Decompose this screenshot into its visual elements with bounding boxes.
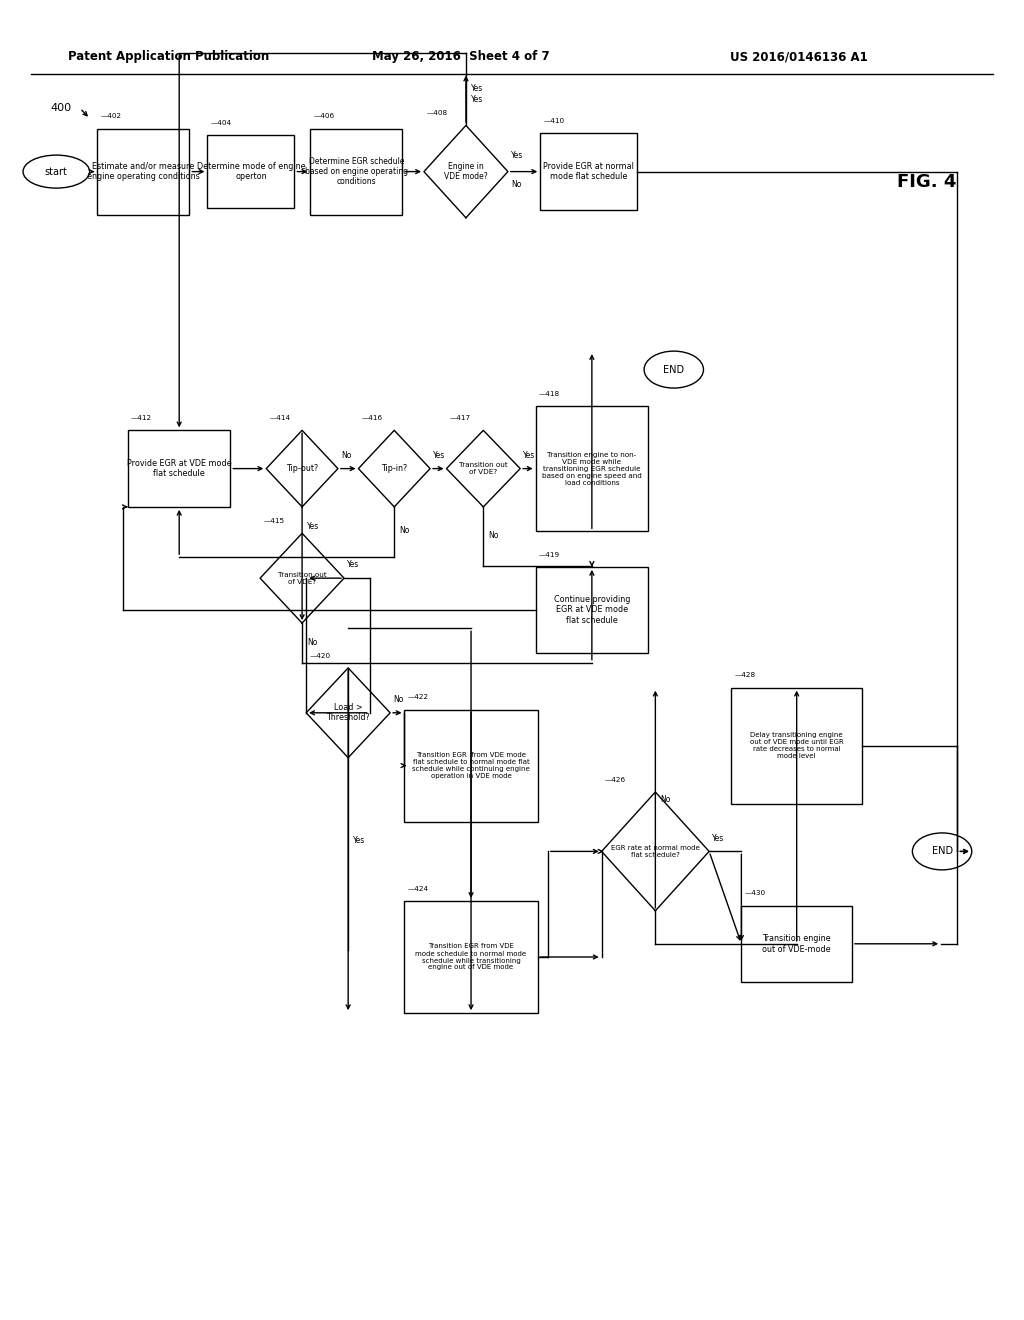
Text: Provide EGR at normal
mode flat schedule: Provide EGR at normal mode flat schedule — [544, 162, 634, 181]
Text: Tip-in?: Tip-in? — [381, 465, 408, 473]
FancyBboxPatch shape — [741, 906, 852, 982]
Text: Yes: Yes — [353, 836, 366, 845]
Text: —428: —428 — [734, 672, 756, 678]
Text: —422: —422 — [408, 694, 429, 700]
Text: END: END — [932, 846, 952, 857]
Text: start: start — [45, 166, 68, 177]
Text: Yes: Yes — [713, 834, 724, 842]
FancyBboxPatch shape — [404, 710, 538, 821]
FancyBboxPatch shape — [310, 128, 402, 214]
Text: —414: —414 — [269, 414, 291, 421]
Text: —408: —408 — [427, 110, 449, 116]
Text: Engine in
VDE mode?: Engine in VDE mode? — [444, 162, 487, 181]
Text: No: No — [660, 795, 671, 804]
Text: US 2016/0146136 A1: US 2016/0146136 A1 — [730, 50, 867, 63]
Text: Yes: Yes — [471, 95, 483, 103]
Text: No: No — [393, 696, 403, 704]
Text: —406: —406 — [313, 114, 335, 120]
Text: END: END — [664, 364, 684, 375]
Ellipse shape — [644, 351, 703, 388]
Text: Estimate and/or measure
engine operating conditions: Estimate and/or measure engine operating… — [87, 162, 200, 181]
Text: —426: —426 — [604, 776, 626, 783]
Text: —410: —410 — [543, 117, 564, 124]
Text: No: No — [307, 639, 317, 647]
Text: —430: —430 — [744, 890, 766, 896]
Text: Provide EGR at VDE mode
flat schedule: Provide EGR at VDE mode flat schedule — [127, 459, 231, 478]
FancyBboxPatch shape — [128, 430, 230, 507]
Text: Load >
Threshold?: Load > Threshold? — [327, 704, 370, 722]
Text: 400: 400 — [51, 103, 72, 114]
Text: —419: —419 — [539, 552, 560, 557]
Text: Transition EGR  from VDE mode
flat schedule to normal mode flat
schedule while c: Transition EGR from VDE mode flat schedu… — [413, 752, 529, 779]
Text: —418: —418 — [539, 391, 560, 396]
Text: —404: —404 — [211, 120, 231, 125]
Text: Transition out
of VDE?: Transition out of VDE? — [278, 572, 327, 585]
Text: EGR rate at normal mode
flat schedule?: EGR rate at normal mode flat schedule? — [611, 845, 699, 858]
Text: Yes: Yes — [433, 451, 445, 459]
Text: Yes: Yes — [307, 523, 319, 531]
Text: Transition engine to non-
VDE mode while
transitioning EGR schedule
based on eng: Transition engine to non- VDE mode while… — [542, 451, 642, 486]
Text: No: No — [341, 451, 351, 459]
Text: Transition EGR from VDE
mode schedule to normal mode
schedule while transitionin: Transition EGR from VDE mode schedule to… — [416, 944, 526, 970]
Text: No: No — [399, 527, 410, 535]
FancyBboxPatch shape — [404, 900, 538, 1014]
Text: —420: —420 — [309, 652, 331, 659]
Text: Transition engine
out of VDE-mode: Transition engine out of VDE-mode — [762, 935, 831, 953]
Text: Patent Application Publication: Patent Application Publication — [69, 50, 269, 63]
Text: Yes: Yes — [511, 152, 523, 160]
FancyBboxPatch shape — [207, 135, 295, 207]
Text: —402: —402 — [100, 114, 122, 120]
Text: Transition out
of VDE?: Transition out of VDE? — [459, 462, 508, 475]
Text: Continue providing
EGR at VDE mode
flat schedule: Continue providing EGR at VDE mode flat … — [554, 595, 630, 624]
Text: May 26, 2016  Sheet 4 of 7: May 26, 2016 Sheet 4 of 7 — [372, 50, 550, 63]
Text: —424: —424 — [408, 886, 429, 892]
Ellipse shape — [23, 154, 90, 187]
FancyBboxPatch shape — [541, 133, 637, 210]
Text: Yes: Yes — [347, 561, 359, 569]
Text: FIG. 4: FIG. 4 — [897, 173, 956, 191]
FancyBboxPatch shape — [731, 688, 862, 804]
Text: —416: —416 — [361, 414, 383, 421]
Text: No: No — [511, 181, 521, 189]
FancyBboxPatch shape — [536, 568, 648, 652]
Text: —417: —417 — [450, 414, 471, 421]
Text: Determine EGR schedule
based on engine operating
conditions: Determine EGR schedule based on engine o… — [305, 157, 408, 186]
Text: No: No — [488, 532, 499, 540]
FancyBboxPatch shape — [536, 407, 648, 531]
FancyBboxPatch shape — [97, 128, 189, 214]
Text: Tip-out?: Tip-out? — [286, 465, 318, 473]
Text: Delay transitioning engine
out of VDE mode until EGR
rate decreases to normal
mo: Delay transitioning engine out of VDE mo… — [750, 733, 844, 759]
Text: —412: —412 — [131, 414, 153, 421]
Text: Yes: Yes — [523, 451, 536, 459]
Text: Determine mode of engine
operton: Determine mode of engine operton — [197, 162, 305, 181]
Ellipse shape — [912, 833, 972, 870]
Text: Yes: Yes — [471, 84, 483, 92]
Text: —415: —415 — [263, 517, 285, 524]
